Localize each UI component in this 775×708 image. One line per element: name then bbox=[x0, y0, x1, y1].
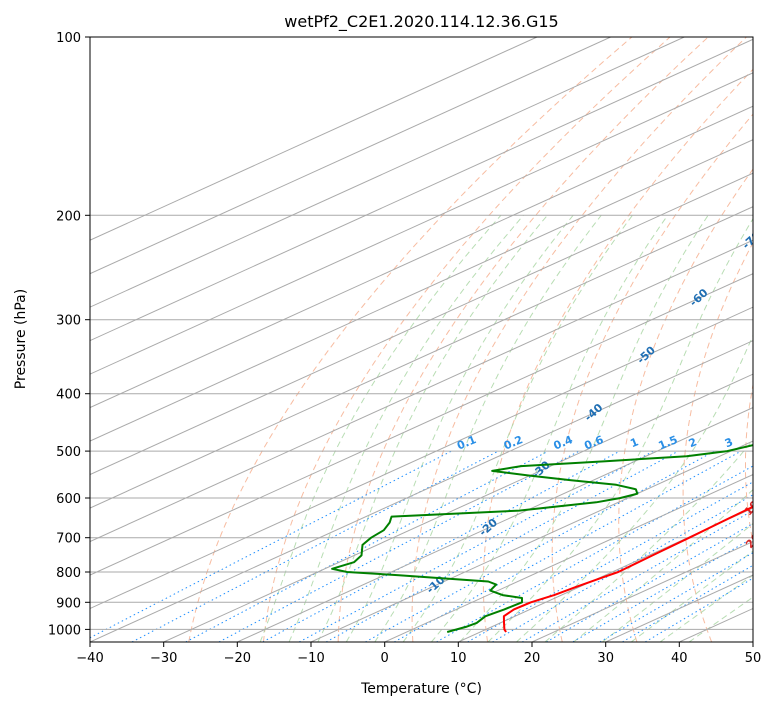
isotherm-line bbox=[90, 37, 611, 275]
dewpoint-profile-line bbox=[331, 444, 753, 633]
y-axis-label: Pressure (hPa) bbox=[13, 289, 29, 389]
isotherm-line bbox=[90, 306, 753, 610]
dry-adiabat-line bbox=[551, 113, 753, 642]
dry-adiabat-label: 10 bbox=[742, 498, 762, 518]
moist-adiabat-line bbox=[402, 215, 633, 642]
mixing-ratio-line bbox=[325, 450, 679, 642]
x-axis-label: Temperature (°C) bbox=[360, 681, 482, 697]
isotherm-line bbox=[90, 172, 753, 476]
mixing-ratio-line bbox=[218, 450, 580, 642]
isotherm-line bbox=[237, 407, 753, 642]
moist-adiabat-line bbox=[516, 334, 753, 642]
isotherm-line bbox=[90, 105, 753, 409]
x-tick-label: 40 bbox=[671, 651, 688, 666]
profile-lines bbox=[331, 444, 753, 633]
moist-adiabat-line bbox=[317, 214, 548, 642]
y-tick-label: 800 bbox=[56, 566, 81, 581]
y-tick-label: 500 bbox=[56, 445, 81, 460]
isotherm-line bbox=[310, 440, 753, 642]
chart-title: wetPf2_C2E1.2020.114.12.36.G15 bbox=[284, 12, 558, 32]
y-tick-label: 300 bbox=[56, 314, 81, 329]
moist-adiabat-line bbox=[374, 214, 602, 642]
x-tick-label: 30 bbox=[597, 651, 614, 666]
isotherm-line bbox=[90, 139, 753, 442]
dry-adiabat-line bbox=[482, 68, 753, 642]
mixing-ratio-line bbox=[298, 450, 654, 642]
mixing-ratio-line bbox=[185, 450, 549, 642]
x-tick-label: 10 bbox=[450, 651, 467, 666]
dry-adiabat-line bbox=[337, 37, 709, 642]
x-tick-label: 0 bbox=[381, 651, 389, 666]
moist-adiabat-line bbox=[630, 550, 753, 642]
mixing-ratio-label: 4 bbox=[749, 435, 761, 450]
dry-adiabat-label: 20 bbox=[743, 531, 763, 551]
mixing-ratio-line bbox=[644, 577, 753, 642]
mixing-ratio-line bbox=[599, 552, 753, 642]
mixing-ratio-line bbox=[521, 510, 753, 642]
moist-adiabat-line bbox=[659, 574, 753, 642]
moist-adiabat-line bbox=[688, 596, 753, 642]
y-tick-label: 900 bbox=[56, 596, 81, 611]
y-tick-label: 1000 bbox=[48, 623, 81, 638]
x-tick-label: 50 bbox=[745, 651, 762, 666]
y-tick-label: 400 bbox=[56, 388, 81, 403]
isotherm-line bbox=[90, 38, 753, 342]
dry-adiabat-line bbox=[188, 37, 633, 642]
isotherm-line bbox=[90, 72, 753, 375]
mixing-ratio-line bbox=[131, 450, 499, 642]
x-tick-label: −20 bbox=[224, 651, 251, 666]
moist-adiabat-line bbox=[431, 215, 669, 642]
moist-adiabat-line bbox=[288, 214, 524, 642]
mixing-ratio-line bbox=[467, 481, 753, 642]
axis-ticks: −40 −30 −20 −10 0 10 20 30 40 50 1000 900 800 700 600 5… bbox=[48, 31, 761, 666]
dry-adiabat-line bbox=[745, 382, 753, 545]
x-tick-label: −40 bbox=[76, 651, 103, 666]
x-tick-label: −10 bbox=[297, 651, 324, 666]
isotherm-line bbox=[90, 37, 685, 308]
isotherm-line bbox=[90, 37, 538, 241]
moist-adiabat-line bbox=[602, 522, 753, 642]
mixing-ratio-line bbox=[622, 564, 753, 642]
mixing-ratio-label: 1 bbox=[628, 435, 640, 450]
moist-adiabat-line bbox=[345, 214, 574, 642]
temperature-profile-line bbox=[502, 505, 753, 633]
isotherm-line bbox=[163, 373, 753, 642]
isotherm-line bbox=[90, 206, 753, 509]
isotherm-line bbox=[90, 340, 753, 642]
isotherm-line bbox=[384, 474, 753, 642]
y-tick-label: 700 bbox=[56, 532, 81, 547]
plot-frame bbox=[89, 36, 754, 643]
mixing-ratio-line bbox=[262, 450, 621, 642]
y-tick-label: 200 bbox=[56, 209, 81, 224]
mixing-ratio-label: 2 bbox=[687, 435, 699, 450]
x-tick-label: 20 bbox=[524, 651, 541, 666]
isotherm-line bbox=[90, 239, 753, 543]
guide-lines bbox=[90, 37, 753, 642]
moist-adiabat-line bbox=[459, 215, 709, 642]
x-tick-label: −30 bbox=[150, 651, 177, 666]
y-tick-label: 600 bbox=[56, 492, 81, 507]
y-tick-label: 100 bbox=[56, 31, 81, 46]
dry-adiabat-line bbox=[263, 37, 671, 642]
dry-adiabat-line bbox=[618, 168, 753, 642]
dry-adiabat-line bbox=[411, 37, 747, 642]
isotherm-line bbox=[90, 273, 753, 576]
mixing-ratio-label: 3 bbox=[723, 435, 735, 450]
